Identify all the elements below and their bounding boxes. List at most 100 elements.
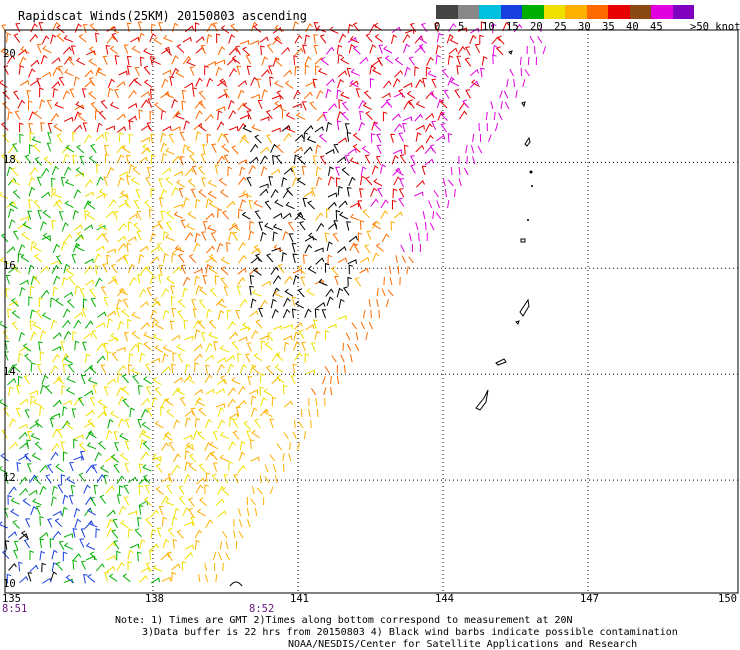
wind-barb [176, 529, 184, 539]
wind-barb [152, 453, 162, 462]
wind-barb [277, 263, 285, 274]
wind-barb [177, 353, 184, 363]
wind-barb [349, 80, 359, 87]
wind-barb [503, 90, 509, 99]
wind-barb [274, 364, 284, 373]
wind-barb [124, 199, 131, 209]
wind-barb [255, 319, 263, 329]
wind-barb [185, 442, 195, 451]
wind-barb [61, 420, 71, 429]
wind-barb [84, 520, 94, 529]
wind-barb [100, 286, 107, 296]
wind-barb [73, 189, 81, 199]
wind-barb [143, 341, 152, 351]
wind-barb [121, 145, 131, 154]
wind-barb [285, 186, 294, 196]
wind-barb [198, 189, 207, 198]
wind-barb [454, 89, 461, 99]
wind-barb [120, 520, 129, 529]
wind-barb [95, 133, 105, 141]
wind-barb [0, 398, 8, 407]
wind-barb [206, 133, 212, 144]
wind-barb [202, 221, 208, 231]
wind-barb [249, 220, 254, 231]
wind-barb [30, 241, 37, 251]
wind-barb [294, 419, 296, 429]
wind-barb [448, 22, 457, 32]
wind-barb [150, 577, 161, 584]
wind-barb [154, 420, 164, 429]
wind-barb [236, 65, 242, 76]
wind-barb [166, 275, 175, 285]
wind-barb [23, 375, 30, 385]
wind-barb [1, 550, 10, 560]
wind-barb [128, 353, 134, 363]
map-title: Rapidscat Winds(25KM) 20150803 ascending [18, 9, 307, 23]
wind-barb [216, 242, 224, 253]
wind-barb [249, 40, 259, 45]
wind-barb [29, 309, 36, 320]
wind-barb [70, 45, 76, 55]
wind-barb [18, 532, 29, 540]
lat-label: 12 [3, 472, 16, 485]
wind-barb [7, 378, 17, 386]
wind-barb [98, 188, 109, 197]
wind-barb [305, 23, 313, 33]
wind-barb [444, 189, 447, 198]
wind-barb [137, 418, 143, 429]
wind-barb [204, 65, 209, 76]
wind-barb [85, 496, 94, 505]
wind-barb [143, 376, 152, 385]
wind-barb [480, 67, 485, 78]
wind-barb [12, 143, 19, 153]
wind-barb [138, 500, 149, 506]
wind-barb [206, 77, 214, 88]
wind-barb [172, 110, 181, 119]
wind-barb [138, 288, 147, 298]
wind-barb [12, 363, 21, 373]
wind-barb [138, 342, 143, 352]
wind-barb [332, 232, 340, 242]
wind-barb [107, 278, 118, 285]
wind-barb [375, 243, 384, 252]
wind-barb [51, 177, 56, 188]
wind-barb [132, 166, 141, 176]
wind-barb [306, 135, 317, 144]
wind-barb [51, 187, 57, 198]
wind-barb [54, 518, 63, 528]
wind-barb [63, 56, 73, 65]
wind-barb [331, 355, 337, 363]
wind-barb [153, 297, 161, 307]
wind-barb [418, 35, 427, 44]
wind-barb [8, 201, 18, 210]
wind-barb [492, 54, 497, 65]
wind-barb [237, 508, 242, 517]
wind-barb [298, 421, 304, 429]
wind-barb [254, 210, 261, 220]
wind-barb [125, 418, 130, 428]
wind-barb [86, 442, 97, 450]
wind-barb [33, 199, 41, 209]
wind-barb [73, 124, 83, 133]
wind-barb [206, 33, 213, 44]
wind-barb [358, 121, 366, 132]
wind-barb [217, 510, 227, 518]
wind-barb [314, 126, 324, 133]
wind-barb [138, 463, 144, 473]
wind-barb [63, 46, 72, 55]
wind-barb [206, 245, 215, 254]
wind-barb [220, 25, 230, 34]
colorbar-label: 20 [530, 21, 543, 33]
wind-barb [106, 541, 116, 550]
wind-barb [408, 256, 414, 264]
wind-barb [139, 575, 148, 583]
wind-barb [392, 78, 401, 88]
wind-barb [55, 200, 62, 210]
wind-barb [269, 76, 274, 87]
wind-barb [144, 199, 152, 209]
wind-barb [157, 220, 164, 230]
wind-barb [239, 440, 246, 451]
wind-barb [47, 518, 53, 528]
wind-barb [39, 330, 47, 340]
wind-barb [245, 353, 251, 363]
